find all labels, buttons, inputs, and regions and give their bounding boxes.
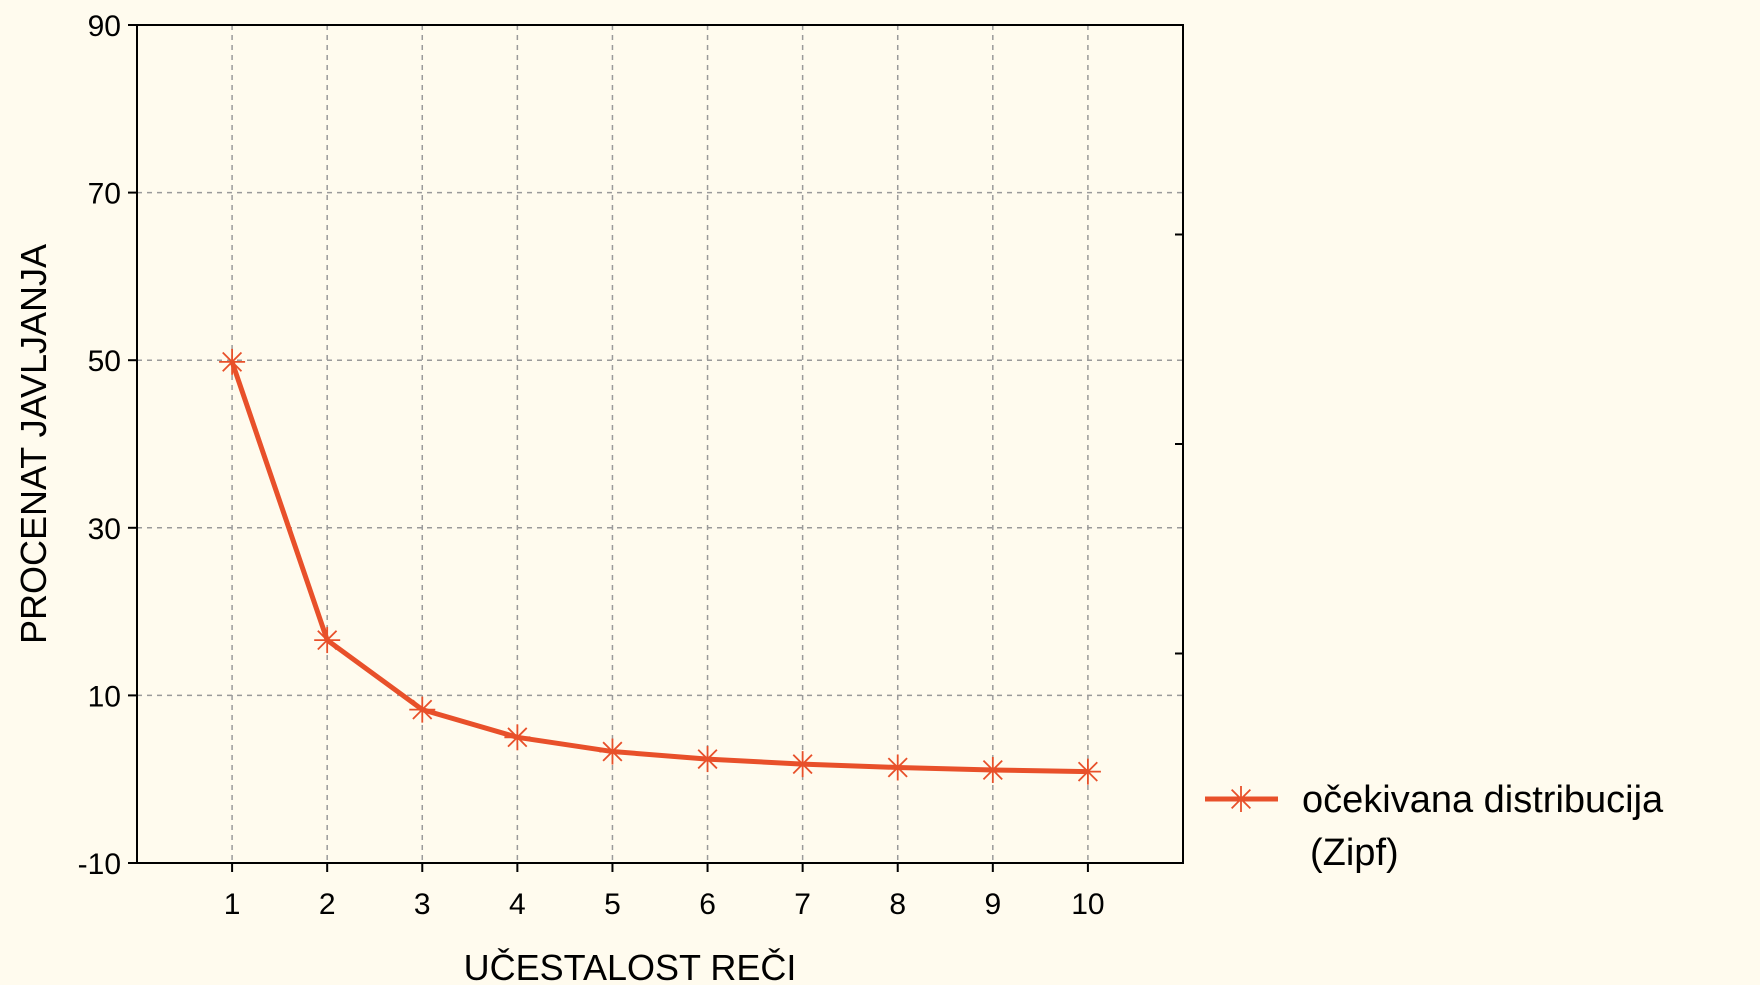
data-point-marker (219, 348, 246, 375)
x-tick-label: 2 (319, 888, 336, 921)
data-point-marker (409, 696, 436, 723)
data-point-marker (599, 738, 626, 765)
series-line (229, 361, 1088, 775)
data-point-marker (314, 627, 341, 654)
x-tick-label: 4 (509, 888, 526, 921)
data-point-marker (1074, 758, 1101, 785)
y-tick-label: -10 (78, 848, 121, 881)
x-tick-label: 1 (224, 888, 241, 921)
legend-marker-star (1228, 786, 1254, 812)
x-tick-label: 6 (699, 888, 716, 921)
x-tick-label: 7 (794, 888, 811, 921)
data-series (219, 348, 1101, 785)
y-tick-label: 30 (88, 513, 121, 546)
x-tick-label: 3 (414, 888, 431, 921)
y-tick-label: 10 (88, 680, 121, 713)
data-point-marker (979, 756, 1006, 783)
axis-ticks: -10 10 30 50 70 90 1 2 3 4 5 6 7 8 9 10 (78, 10, 1183, 921)
y-tick-label: 70 (88, 178, 121, 211)
data-point-marker (884, 754, 911, 781)
grid (137, 25, 1183, 863)
y-tick-label: 90 (88, 10, 121, 43)
legend-label-line1: očekivana distribucija (1302, 779, 1664, 821)
y-tick-label: 50 (88, 345, 121, 378)
legend-label-line2: (Zipf) (1310, 832, 1399, 874)
y-axis-label: PROCENAT JAVLJANJA (13, 244, 54, 644)
data-point-marker (694, 746, 721, 773)
x-tick-label: 9 (984, 888, 1001, 921)
legend: očekivana distribucija (Zipf) (1205, 779, 1664, 874)
plot-area (137, 25, 1183, 863)
data-point-marker (789, 751, 816, 778)
data-point-marker (504, 724, 531, 751)
x-tick-label: 5 (604, 888, 621, 921)
legend-marker (1228, 786, 1254, 812)
x-axis-label: UČESTALOST REČI (464, 947, 797, 985)
x-tick-label: 8 (889, 888, 906, 921)
x-tick-label: 10 (1071, 888, 1104, 921)
